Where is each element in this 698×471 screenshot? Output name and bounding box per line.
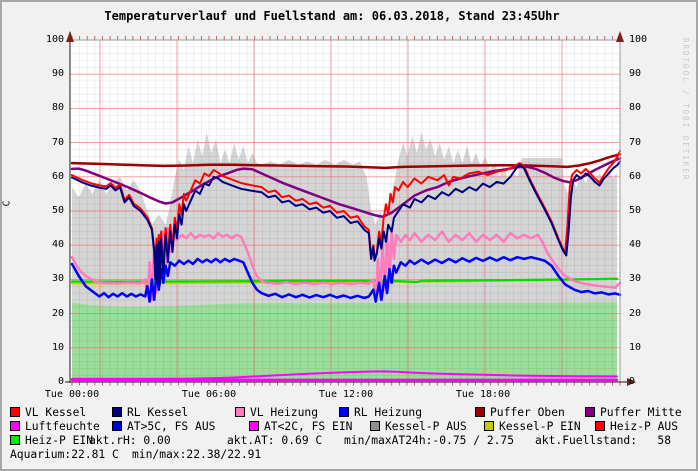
legend-item-0-3: RL Heizung bbox=[339, 406, 422, 419]
legend-swatch bbox=[235, 407, 245, 417]
x-tick-label-0: Tue 00:00 bbox=[44, 389, 100, 400]
y-tick-label-right-60: 60 bbox=[629, 170, 642, 182]
y-tick-label-right-70: 70 bbox=[629, 136, 642, 148]
legend-item-2-1: akt.rH: 0.00 bbox=[89, 434, 171, 447]
legend-item-0-1: RL Kessel bbox=[112, 406, 188, 419]
legend-swatch bbox=[10, 421, 20, 431]
legend-label: Heiz-P AUS bbox=[610, 420, 679, 433]
legend-label: min/maxAT24h:-0.75 / 2.75 bbox=[344, 434, 515, 447]
y-tick-label-right-30: 30 bbox=[629, 273, 642, 285]
legend-label: RL Kessel bbox=[127, 406, 189, 419]
legend-label: Kessel-P AUS bbox=[385, 420, 467, 433]
legend-item-3-0: Aquarium:22.81 C bbox=[10, 448, 119, 461]
legend-label: Heiz-P EIN bbox=[25, 434, 94, 447]
legend-label: Luftfeuchte bbox=[25, 420, 100, 433]
legend-item-2-0: Heiz-P EIN bbox=[10, 434, 93, 447]
y-tick-label-left-50: 50 bbox=[51, 205, 64, 216]
x-tick-label-6: Tue 06:00 bbox=[181, 389, 237, 400]
legend-item-1-3: Kessel-P AUS bbox=[370, 420, 467, 433]
legend-label: VL Heizung bbox=[250, 406, 319, 419]
legend-label: AT<2C, FS EIN bbox=[264, 420, 353, 433]
y-tick-label-left-40: 40 bbox=[51, 239, 64, 251]
legend-swatch bbox=[10, 407, 20, 417]
legend-item-1-2: AT<2C, FS EIN bbox=[249, 420, 352, 433]
legend-item-3-1: min/max:22.38/22.91 bbox=[132, 448, 261, 461]
legend-label: Aquarium:22.81 C bbox=[10, 448, 119, 461]
legend-swatch bbox=[370, 421, 380, 431]
y-tick-label-left-80: 80 bbox=[51, 102, 64, 114]
graph-title: Temperaturverlauf und Fuellstand am: 06.… bbox=[104, 9, 560, 23]
legend-item-1-5: Heiz-P AUS bbox=[595, 420, 678, 433]
legend-item-1-1: AT>5C, FS AUS bbox=[112, 420, 215, 433]
legend-item-0-4: Puffer Oben bbox=[475, 406, 565, 419]
legend-label: akt.rH: 0.00 bbox=[89, 434, 171, 447]
y-tick-label-right-40: 40 bbox=[629, 239, 642, 251]
area-heiz-p-ein bbox=[72, 302, 617, 382]
legend-label: Kessel-P EIN bbox=[499, 420, 581, 433]
legend-item-0-5: Puffer Mitte bbox=[585, 406, 682, 419]
y-tick-label-left-100: 100 bbox=[45, 34, 64, 45]
series-vl-heizung bbox=[70, 226, 622, 302]
legend-item-0-2: VL Heizung bbox=[235, 406, 318, 419]
y-tick-label-right-90: 90 bbox=[629, 68, 642, 80]
y-axis-arrow-left bbox=[66, 31, 74, 42]
legend-item-1-4: Kessel-P EIN bbox=[484, 420, 581, 433]
x-tick-label-12: Tue 12:00 bbox=[318, 389, 374, 400]
legend-item-0-0: VL Kessel bbox=[10, 406, 86, 419]
legend-item-1-0: Luftfeuchte bbox=[10, 420, 100, 433]
legend-item-2-2: akt.AT: 0.69 C bbox=[227, 434, 322, 447]
legend-swatch bbox=[112, 407, 122, 417]
y-tick-label-right-80: 80 bbox=[629, 102, 642, 114]
series-puffer-oben bbox=[70, 152, 622, 170]
y-tick-label-left-90: 90 bbox=[51, 68, 64, 80]
legend-label: min/max:22.38/22.91 bbox=[132, 448, 262, 461]
legend-swatch bbox=[10, 435, 20, 445]
legend-label: akt.AT: 0.69 C bbox=[227, 434, 323, 447]
legend-label: akt.Fuellstand: 58 bbox=[535, 434, 672, 447]
legend-item-2-3: min/maxAT24h:-0.75 / 2.75 bbox=[344, 434, 514, 447]
y-tick-label-left-20: 20 bbox=[51, 307, 64, 319]
x-axis-arrow bbox=[627, 378, 636, 386]
legend-swatch bbox=[475, 407, 485, 417]
x-tick-label-18: Tue 18:00 bbox=[455, 389, 511, 400]
y-tick-label-left-10: 10 bbox=[51, 341, 64, 353]
y-axis-arrow-right bbox=[616, 31, 624, 42]
y-tick-label-right-50: 50 bbox=[629, 205, 642, 216]
legend-label: Puffer Oben bbox=[490, 406, 565, 419]
legend-swatch bbox=[249, 421, 259, 431]
y-tick-label-right-100: 100 bbox=[629, 34, 648, 45]
y-tick-label-right-10: 10 bbox=[629, 341, 642, 353]
series-rl-kessel bbox=[71, 160, 621, 286]
legend-swatch bbox=[585, 407, 595, 417]
legend-label: VL Kessel bbox=[25, 406, 87, 419]
legend-item-2-4: akt.Fuellstand: 58 bbox=[535, 434, 671, 447]
legend-swatch bbox=[484, 421, 494, 431]
series-rl-heizung bbox=[70, 255, 622, 303]
legend-swatch bbox=[112, 421, 122, 431]
y-tick-label-left-60: 60 bbox=[51, 170, 64, 182]
y-tick-label-left-70: 70 bbox=[51, 136, 64, 148]
legend-swatch bbox=[595, 421, 605, 431]
y-tick-label-right-20: 20 bbox=[629, 307, 642, 319]
rrdtool-watermark: RRDTOOL / TOBI OETIKER bbox=[681, 38, 690, 182]
y-tick-label-left-0: 0 bbox=[57, 376, 64, 387]
legend-label: RL Heizung bbox=[354, 406, 423, 419]
series-at-min-max24h-0-75-2-75- bbox=[71, 370, 618, 380]
y-tick-label-right-0: 0 bbox=[629, 376, 636, 387]
y-tick-label-left-30: 30 bbox=[51, 273, 64, 285]
series-puffer-mitte bbox=[70, 157, 622, 219]
legend-label: AT>5C, FS AUS bbox=[127, 420, 216, 433]
legend-label: Puffer Mitte bbox=[600, 406, 682, 419]
legend-swatch bbox=[339, 407, 349, 417]
